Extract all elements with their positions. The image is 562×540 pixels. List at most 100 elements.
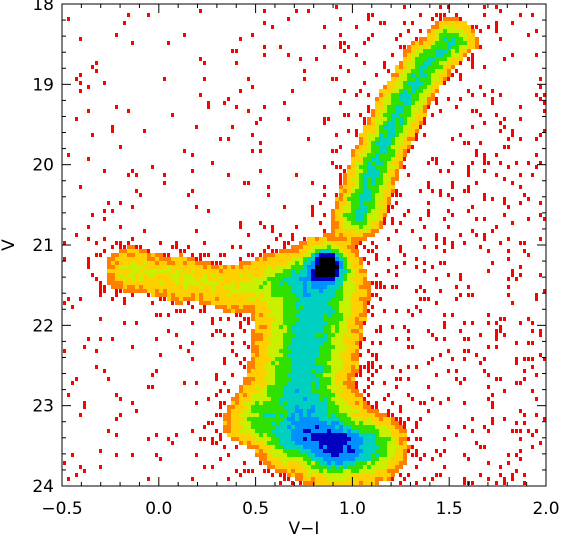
- density-cell: [363, 449, 367, 453]
- density-cell: [279, 413, 283, 417]
- density-cell: [315, 325, 319, 329]
- density-cell: [115, 393, 118, 397]
- density-map: [63, 5, 546, 485]
- density-cell: [487, 313, 490, 317]
- density-cell: [311, 389, 315, 393]
- density-cell: [363, 201, 367, 205]
- density-cell: [395, 69, 399, 73]
- density-cell: [263, 293, 267, 297]
- density-cell: [259, 309, 263, 313]
- density-cell: [347, 233, 351, 237]
- density-cell: [107, 281, 111, 285]
- density-cell: [315, 241, 319, 245]
- density-cell: [355, 429, 359, 433]
- density-cell: [415, 69, 419, 73]
- density-cell: [387, 117, 391, 121]
- density-cell: [203, 269, 207, 273]
- density-cell: [315, 237, 319, 241]
- density-cell: [131, 285, 135, 289]
- density-cell: [219, 285, 223, 289]
- density-cell: [255, 329, 259, 333]
- density-cell: [323, 261, 327, 265]
- density-cell: [331, 281, 335, 285]
- density-cell: [331, 473, 335, 477]
- density-cell: [263, 437, 267, 441]
- density-cell: [411, 129, 415, 133]
- density-cell: [331, 245, 335, 249]
- density-cell: [399, 149, 403, 153]
- density-cell: [315, 397, 319, 401]
- density-cell: [175, 289, 179, 293]
- density-cell: [299, 429, 303, 433]
- density-cell: [387, 137, 391, 141]
- density-cell: [379, 441, 383, 445]
- density-cell: [311, 413, 315, 417]
- density-cell: [415, 437, 418, 441]
- density-cell: [363, 205, 367, 209]
- density-cell: [299, 453, 303, 457]
- density-cell: [327, 453, 331, 457]
- density-cell: [219, 457, 222, 461]
- density-cell: [363, 81, 366, 85]
- density-cell: [363, 153, 367, 157]
- density-cell: [423, 121, 426, 125]
- density-cell: [303, 237, 306, 241]
- density-cell: [307, 365, 311, 369]
- density-cell: [311, 349, 315, 353]
- density-cell: [391, 73, 395, 77]
- density-cell: [355, 209, 359, 213]
- density-cell: [295, 277, 299, 281]
- density-cell: [327, 337, 331, 341]
- density-cell: [299, 285, 303, 289]
- density-cell: [231, 301, 235, 305]
- density-cell: [483, 237, 486, 241]
- density-cell: [243, 405, 247, 409]
- density-cell: [283, 469, 287, 473]
- density-cell: [299, 413, 303, 417]
- density-cell: [299, 245, 303, 249]
- density-cell: [375, 177, 379, 181]
- density-cell: [343, 393, 347, 397]
- density-cell: [287, 405, 291, 409]
- density-cell: [459, 381, 462, 385]
- density-cell: [327, 265, 331, 269]
- density-cell: [451, 41, 455, 45]
- density-cell: [375, 201, 379, 205]
- density-cell: [515, 421, 518, 425]
- density-cell: [247, 269, 251, 273]
- density-cell: [395, 309, 398, 313]
- density-cell: [291, 289, 295, 293]
- density-cell: [335, 381, 339, 385]
- density-cell: [307, 373, 311, 377]
- density-cell: [223, 417, 227, 421]
- density-cell: [439, 5, 442, 9]
- density-cell: [127, 261, 131, 265]
- density-cell: [299, 333, 303, 337]
- density-cell: [347, 285, 351, 289]
- density-cell: [359, 181, 363, 185]
- density-cell: [339, 305, 343, 309]
- density-cell: [471, 481, 474, 485]
- density-cell: [367, 149, 371, 153]
- density-cell: [343, 225, 347, 229]
- density-cell: [447, 209, 450, 213]
- density-cell: [235, 285, 239, 289]
- density-cell: [347, 273, 351, 277]
- density-cell: [359, 309, 363, 313]
- density-cell: [247, 345, 250, 349]
- density-cell: [171, 301, 174, 305]
- density-cell: [291, 353, 295, 357]
- density-cell: [391, 153, 395, 157]
- density-cell: [295, 445, 299, 449]
- density-cell: [339, 429, 343, 433]
- density-cell: [275, 261, 279, 265]
- density-cell: [387, 201, 391, 205]
- density-cell: [255, 445, 259, 449]
- density-cell: [315, 285, 319, 289]
- density-cell: [359, 305, 363, 309]
- density-cell: [347, 361, 351, 365]
- density-cell: [231, 421, 235, 425]
- density-cell: [359, 413, 363, 417]
- density-cell: [451, 357, 454, 361]
- density-cell: [319, 469, 323, 473]
